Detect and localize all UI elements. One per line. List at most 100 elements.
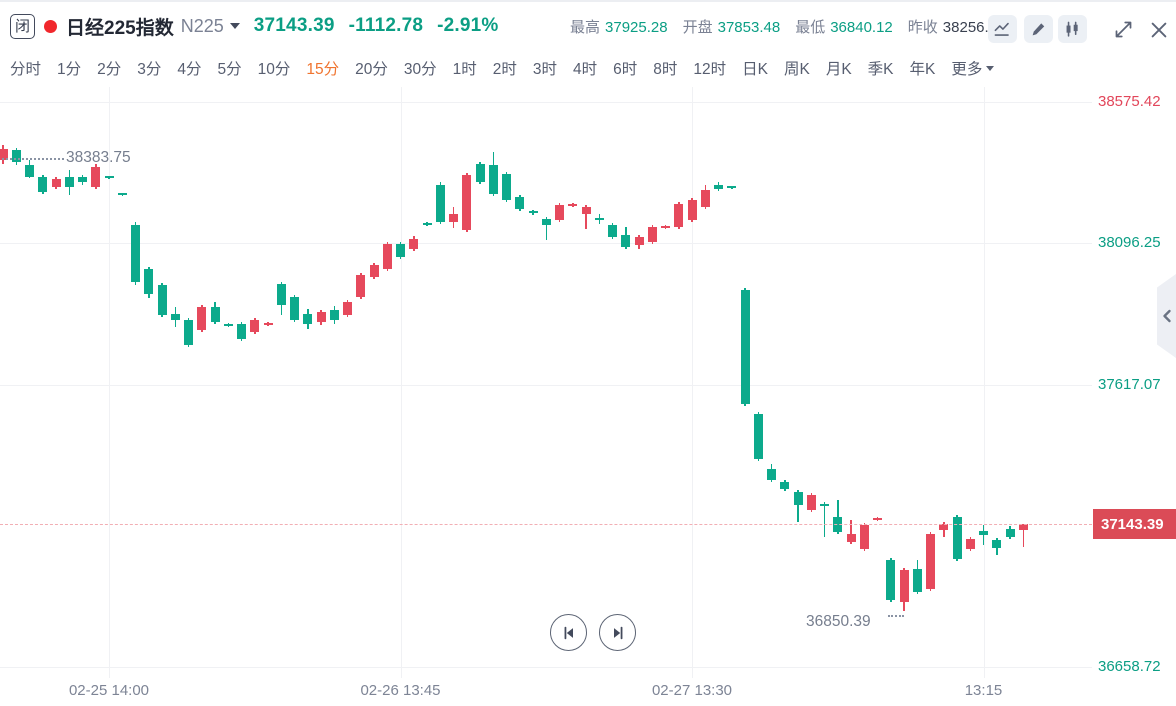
current-price-line: [0, 524, 1092, 526]
time-gridline: [983, 87, 985, 678]
candle-body: [117, 193, 127, 195]
candle-wick: [982, 525, 985, 546]
stat-0: 最高 37925.28: [570, 16, 668, 37]
candle-body: [276, 284, 286, 306]
collapse-panel-toggle[interactable]: [1157, 274, 1176, 358]
candle-body: [965, 539, 975, 550]
tab-2时[interactable]: 2时: [492, 61, 517, 78]
candle-body: [674, 204, 684, 228]
skip-to-start-button[interactable]: [550, 614, 587, 651]
candle-body: [422, 223, 432, 226]
price-axis: 38575.42 38096.25 37617.07 36658.72 37143.39: [1092, 86, 1176, 706]
tab-5分[interactable]: 5分: [217, 61, 242, 78]
time-axis-label: 02-25 14:00: [68, 682, 150, 699]
last-price: 37143.39: [253, 15, 335, 36]
candle-body: [449, 214, 458, 223]
tab-3分[interactable]: 3分: [137, 61, 162, 78]
candle-body: [647, 227, 657, 243]
candle-body: [873, 518, 882, 521]
candle-body: [727, 186, 737, 189]
candle-body: [661, 226, 670, 229]
candle-body: [555, 205, 564, 221]
candle-body: [25, 165, 34, 178]
market-closed-dot-icon: [44, 19, 58, 33]
candle-body: [303, 314, 313, 325]
header-bar: 闭 日经225指数 N225 37143.39 -1112.78 -2.91% …: [0, 2, 1176, 50]
instrument-code: N225: [180, 15, 224, 36]
tab-2分[interactable]: 2分: [97, 61, 122, 78]
candle-body: [223, 324, 233, 327]
candle-body: [528, 211, 538, 214]
candle-body: [329, 310, 339, 321]
candle-body: [581, 207, 591, 215]
candle-body: [409, 239, 419, 250]
line-chart-icon[interactable]: [988, 15, 1017, 43]
candle-wick: [1022, 525, 1024, 548]
tab-日K[interactable]: 日K: [742, 61, 768, 78]
candle-body: [356, 275, 366, 298]
candlestick-icon[interactable]: [1058, 15, 1087, 43]
tab-20分[interactable]: 20分: [355, 61, 388, 78]
tab-1分[interactable]: 1分: [57, 61, 82, 78]
tab-月K[interactable]: 月K: [825, 61, 852, 78]
tab-更多[interactable]: 更多: [951, 57, 995, 79]
candle-wick: [797, 490, 799, 523]
tab-4时[interactable]: 4时: [573, 61, 598, 78]
edit-icon[interactable]: [1024, 15, 1053, 43]
expand-icon[interactable]: [1111, 17, 1136, 42]
candle-body: [184, 320, 193, 346]
stat-value: 37925.28: [605, 18, 668, 36]
candle-body: [541, 219, 551, 226]
candle-body: [0, 149, 8, 160]
candle-wick: [585, 205, 587, 230]
candle-body: [290, 297, 299, 321]
candle-body: [515, 197, 525, 210]
tab-季K[interactable]: 季K: [867, 61, 894, 78]
price-change-pct: -2.91%: [437, 15, 499, 36]
tab-30分[interactable]: 30分: [403, 61, 437, 78]
stat-2: 最低 36840.12: [795, 16, 893, 37]
tab-年K[interactable]: 年K: [909, 61, 936, 78]
tab-分时[interactable]: 分时: [10, 61, 42, 78]
candle-body: [197, 307, 207, 331]
candle-body: [886, 560, 896, 601]
tab-8时[interactable]: 8时: [653, 61, 678, 78]
stat-label: 最低: [795, 18, 826, 36]
tab-6时[interactable]: 6时: [613, 61, 638, 78]
chevron-down-icon[interactable]: [229, 23, 240, 29]
time-gridline: [400, 87, 402, 678]
tab-10分[interactable]: 10分: [257, 61, 291, 78]
high-price-label: 38383.75: [66, 148, 131, 166]
market-status-badge: 闭: [10, 13, 36, 39]
tab-12时[interactable]: 12时: [693, 61, 727, 78]
candle-wick: [545, 217, 547, 241]
chevron-left-icon: [1162, 309, 1171, 323]
candle-body: [462, 175, 472, 231]
time-axis-label: 02-27 13:30: [651, 682, 733, 699]
candle-body: [78, 177, 87, 182]
close-icon[interactable]: [1146, 17, 1171, 42]
time-axis-label: 13:15: [964, 682, 1003, 699]
candle-body: [780, 482, 790, 490]
tab-周K[interactable]: 周K: [783, 61, 810, 78]
candle-body: [979, 531, 988, 536]
stat-label: 昨收: [907, 18, 938, 36]
tab-3时[interactable]: 3时: [532, 61, 558, 78]
tab-15分[interactable]: 15分: [306, 61, 340, 78]
candle-body: [11, 150, 21, 162]
candle-wick: [850, 520, 852, 545]
candle-body: [157, 285, 167, 316]
candle-body: [475, 164, 485, 182]
stat-label: 开盘: [682, 18, 713, 36]
skip-to-end-button[interactable]: [599, 614, 636, 651]
candle-body: [859, 525, 869, 550]
candle-body: [263, 323, 273, 326]
price-gridline: [0, 243, 1092, 245]
chart-region[interactable]: 02-25 14:00 02-26 13:45 02-27 13:30 13:15 38…: [0, 86, 1092, 706]
tab-1时[interactable]: 1时: [452, 61, 477, 78]
price-gridline: [0, 667, 1092, 669]
instrument-title: 日经225指数: [66, 17, 174, 39]
candle-body: [806, 495, 816, 511]
tab-4分[interactable]: 4分: [177, 61, 202, 78]
